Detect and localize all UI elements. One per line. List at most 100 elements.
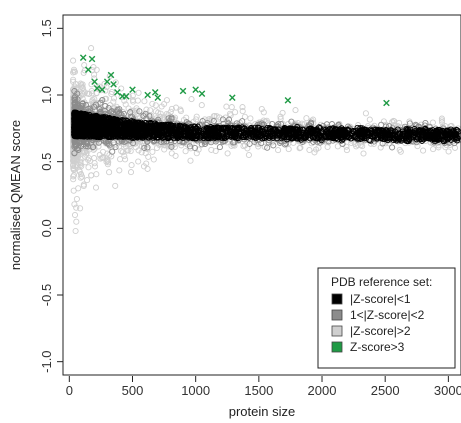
point-z-gt-2 <box>106 169 113 176</box>
point-z-lt-1 <box>243 128 250 135</box>
point-z-gt-2 <box>110 98 117 105</box>
point-z-gt-2 <box>296 145 303 152</box>
point-z-1-2 <box>71 94 78 101</box>
point-z-gt-2 <box>255 143 262 150</box>
point-z-lt-1 <box>399 131 407 138</box>
point-z-gt-2 <box>362 110 369 117</box>
point-z-lt-1 <box>153 130 160 137</box>
point-z-1-2 <box>219 116 226 123</box>
point-z-gt-2 <box>303 115 310 122</box>
point-z-gt-2 <box>70 164 77 171</box>
point-z-gt-2 <box>125 147 132 154</box>
point-z-lt-1 <box>226 132 233 139</box>
point-z-1-2 <box>90 143 97 151</box>
point-z-lt-1 <box>165 134 172 141</box>
point-z-1-2 <box>136 108 143 115</box>
point-z-1-2 <box>191 144 199 152</box>
point-z-1-2 <box>168 143 175 150</box>
point-z-1-2 <box>389 144 396 151</box>
point-z-gt-2-outlier <box>72 227 79 235</box>
point-z-lt-1 <box>141 124 148 131</box>
point-z-lt-1 <box>234 124 241 131</box>
point-z-1-2 <box>142 110 149 117</box>
point-z-gt-2-outlier <box>73 195 80 203</box>
point-z-gt-2 <box>85 164 92 171</box>
point-z-gt-2 <box>70 86 77 93</box>
point-z-gt-2 <box>127 148 134 155</box>
point-z-gt-2 <box>193 150 200 157</box>
point-z-lt-1 <box>189 135 196 142</box>
point-z-lt-1 <box>268 131 275 138</box>
point-z-gt-2 <box>86 90 93 97</box>
point-z-gt-2 <box>205 116 212 123</box>
point-z-lt-1 <box>324 128 331 135</box>
point-z-lt-1 <box>345 134 352 141</box>
point-z-gt-2 <box>121 153 128 160</box>
point-z-1-2 <box>71 142 78 149</box>
point-z-gt-2 <box>88 172 95 179</box>
point-z-gt-2 <box>122 156 129 163</box>
point-z-gt-2 <box>138 149 145 156</box>
point-z-gt-2 <box>420 147 427 154</box>
point-z-1-2 <box>74 96 81 103</box>
point-z-gt-2 <box>79 84 86 91</box>
point-z-gt-2 <box>313 146 320 153</box>
point-z-gt-2 <box>129 92 136 99</box>
point-z-lt-1 <box>337 126 344 133</box>
point-z-gt-2 <box>239 104 246 111</box>
point-z-gt-2 <box>285 146 292 153</box>
point-z-gt-2 <box>228 104 235 111</box>
point-z-gt-2 <box>119 149 126 156</box>
point-z-gt-2 <box>149 148 156 155</box>
point-z-1-2 <box>97 99 104 106</box>
point-z-gt-2 <box>70 187 77 194</box>
point-z-1-2 <box>165 115 172 122</box>
point-z-gt-2 <box>117 156 124 163</box>
point-z-1-2 <box>74 102 81 109</box>
point-z-gt-2 <box>277 113 284 120</box>
point-z-gt-2 <box>143 106 150 113</box>
point-z-1-2 <box>265 139 272 146</box>
point-z-gt-2 <box>130 98 137 105</box>
point-z-gt-2 <box>70 172 78 179</box>
point-z-gt-2 <box>135 158 142 165</box>
point-z-gt-2 <box>77 161 84 169</box>
point-z-gt-2 <box>135 89 142 96</box>
point-z-gt-2 <box>360 150 367 157</box>
point-z-lt-1 <box>259 125 266 132</box>
point-z-gt-2 <box>118 85 125 92</box>
point-z-1-2 <box>82 143 89 150</box>
point-z-gt-2 <box>172 152 179 159</box>
point-z-gt-2 <box>89 96 96 103</box>
point-z-1-2 <box>210 117 217 125</box>
point-z-lt-1 <box>175 123 182 130</box>
point-z-gt-2 <box>414 143 421 150</box>
point-z-gt-2 <box>80 69 87 76</box>
point-z-lt-1 <box>138 119 145 126</box>
point-z-1-2 <box>239 118 246 125</box>
point-z-gt-2 <box>193 113 200 120</box>
point-z-gt-2 <box>213 113 220 120</box>
point-z-gt-2 <box>177 108 184 115</box>
point-z-lt-1 <box>164 135 171 142</box>
point-z-gt-2-outlier <box>77 205 84 212</box>
point-z-gt-2 <box>357 142 364 149</box>
point-z-gt-2 <box>171 114 179 121</box>
point-z-gt-2 <box>70 176 77 183</box>
point-z-gt-2 <box>226 110 234 117</box>
point-z-gt-2 <box>70 173 77 180</box>
point-z-gt-2 <box>88 45 95 52</box>
point-z-gt-2 <box>292 107 299 114</box>
point-z-1-2 <box>71 88 78 95</box>
point-z-gt-2 <box>430 146 437 153</box>
point-z-gt-2 <box>112 182 119 189</box>
point-z-gt-2 <box>85 155 93 162</box>
point-z-gt-2 <box>93 171 100 178</box>
point-z-gt-2 <box>144 165 151 172</box>
point-z-1-2 <box>72 143 80 150</box>
point-z-gt-2 <box>438 115 445 122</box>
point-z-gt-2 <box>77 160 84 167</box>
point-z-gt-2 <box>91 145 98 152</box>
point-z-lt-1 <box>322 126 329 133</box>
point-z-gt-2 <box>70 57 77 64</box>
